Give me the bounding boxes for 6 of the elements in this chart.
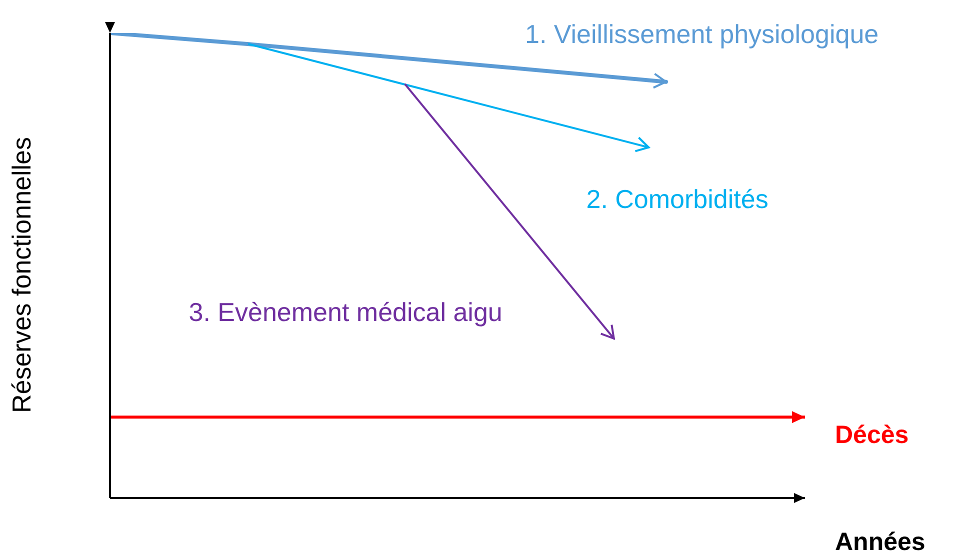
- text: 3. Evènement médical aigu: [188, 297, 502, 328]
- y-axis-title: Réserves fonctionnelles: [6, 136, 38, 413]
- x-axis-title: Années: [835, 528, 926, 557]
- series-label: 1. Vieillissement physiologique: [525, 18, 879, 50]
- series-label: Décès: [835, 420, 909, 450]
- series-label: 2. Comorbidités: [586, 184, 768, 215]
